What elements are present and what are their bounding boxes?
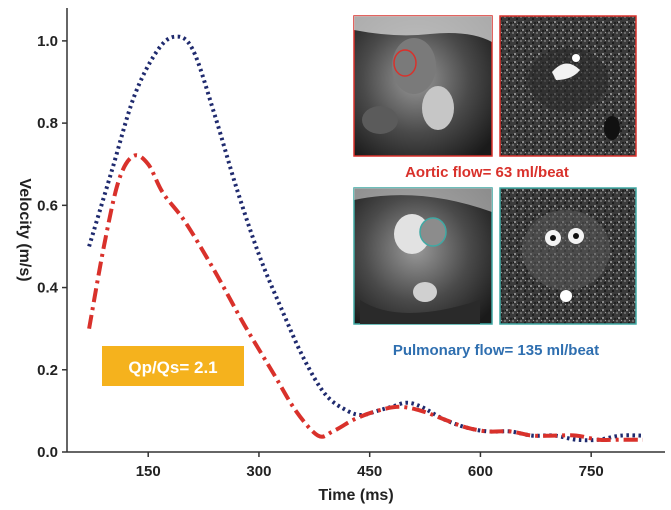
- x-tick-label: 750: [579, 463, 604, 480]
- y-tick-label: 0.0: [37, 444, 58, 461]
- pulmonary-images: [353, 187, 637, 325]
- x-tick-label: 600: [468, 463, 493, 480]
- series-layer: [87, 34, 643, 443]
- y-tick-label: 0.6: [37, 197, 58, 214]
- y-tick-label: 0.8: [37, 115, 58, 132]
- y-tick-label: 0.4: [37, 280, 59, 297]
- qp-qs-label: Qp/Qs= 2.1: [128, 358, 217, 377]
- qp-qs-badge: [102, 346, 244, 386]
- y-tick-label: 0.2: [37, 362, 58, 379]
- aortic-phase-contrast-mri: [499, 15, 637, 157]
- pulmonary-flow-caption: Pulmonary flow= 135 ml/beat: [393, 342, 599, 359]
- aortic-series-line: [87, 153, 643, 443]
- x-tick-label: 300: [246, 463, 271, 480]
- pulmonary-phase-contrast-mri: [499, 187, 637, 325]
- aortic-images: [353, 15, 637, 157]
- x-tick-label: 450: [357, 463, 382, 480]
- x-ticks: 150 300 450 600 750: [136, 452, 604, 480]
- aortic-magnitude-mri: [353, 15, 493, 157]
- x-tick-label: 150: [136, 463, 161, 480]
- y-axis-title: Velocity (m/s): [16, 178, 33, 281]
- pulmonary-magnitude-mri: [353, 187, 493, 325]
- aortic-flow-caption: Aortic flow= 63 ml/beat: [405, 164, 569, 181]
- x-axis-title: Time (ms): [318, 487, 393, 504]
- y-tick-label: 1.0: [37, 33, 58, 50]
- y-ticks: 0.0 0.2 0.4 0.6 0.8 1.0: [37, 33, 67, 461]
